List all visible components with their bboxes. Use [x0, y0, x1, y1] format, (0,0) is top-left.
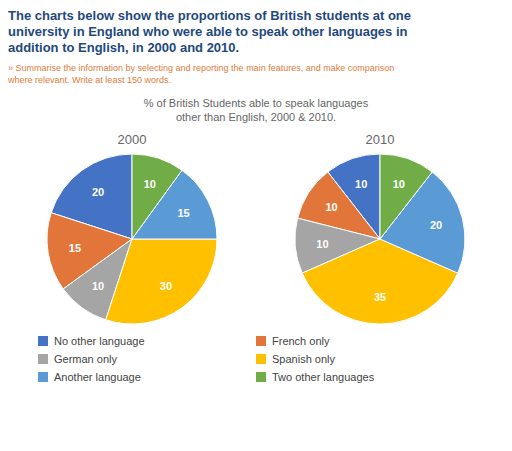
- svg-text:10: 10: [144, 178, 156, 190]
- svg-text:35: 35: [374, 291, 386, 303]
- svg-text:10: 10: [325, 201, 337, 213]
- html-text:university in England who were: university in England who were able to s…: [8, 24, 408, 39]
- svg-text:30: 30: [160, 280, 172, 292]
- svg-text:15: 15: [177, 207, 189, 219]
- svg-text:10: 10: [92, 280, 104, 292]
- html-text:French only: French only: [272, 335, 330, 347]
- html-text:Spanish only: Spanish only: [272, 353, 335, 365]
- html-text:» Summarise the information by: » Summarise the information by selecting…: [8, 63, 395, 73]
- html-text:Another language: Another language: [54, 371, 141, 383]
- html-text:other than English, 2000 & 201: other than English, 2000 & 2010.: [175, 111, 337, 123]
- html-text:% of British Students able to: % of British Students able to speak lang…: [143, 97, 369, 109]
- html-text:Two other languages: Two other languages: [272, 371, 375, 383]
- svg-text:10: 10: [355, 178, 367, 190]
- svg-text:10: 10: [316, 238, 328, 250]
- html-text:addition to English, in 2000 a: addition to English, in 2000 and 2010.: [8, 40, 240, 55]
- html-text:German only: German only: [54, 353, 117, 365]
- html-text:No other language: No other language: [54, 335, 145, 347]
- svg-text:20: 20: [430, 219, 442, 231]
- html-text:2000: 2000: [117, 132, 147, 147]
- html-text:2010: 2010: [365, 132, 395, 147]
- html-text:The charts below show the prop: The charts below show the proportions of…: [8, 8, 411, 23]
- svg-text:15: 15: [69, 242, 81, 254]
- svg-text:10: 10: [393, 178, 405, 190]
- html-text:where relevant. Write at least: where relevant. Write at least 150 words…: [8, 75, 171, 85]
- svg-text:20: 20: [92, 186, 104, 198]
